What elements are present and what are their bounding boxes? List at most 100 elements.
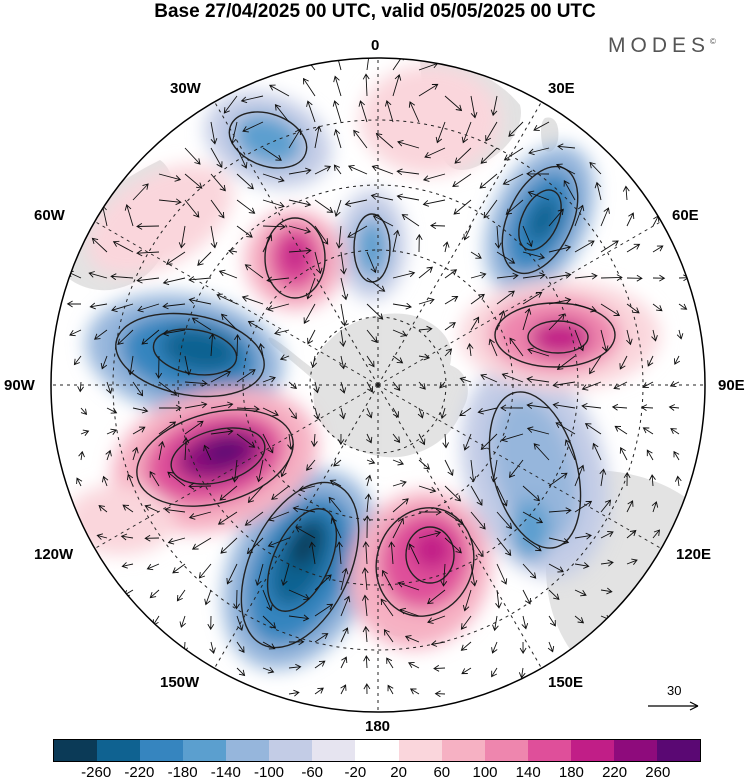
wind-vector-arrow <box>117 329 134 346</box>
wind-vector-arrow <box>459 407 472 417</box>
wind-vector-arrow <box>73 355 82 366</box>
wind-vector-arrow <box>339 381 347 394</box>
wind-vector-arrow <box>519 641 527 654</box>
wind-vector-arrow <box>556 355 576 370</box>
wind-vector-arrow <box>619 447 628 461</box>
wind-vector-arrow <box>548 537 570 545</box>
wind-vector-arrow <box>314 251 323 275</box>
pacific-high <box>65 485 175 555</box>
wind-vector-arrow <box>557 143 576 151</box>
wind-vector-arrow <box>470 563 478 587</box>
wind-vector-arrow <box>496 537 512 556</box>
wind-vector-arrow <box>122 504 134 513</box>
wind-vector-arrow <box>267 511 290 522</box>
meridian-line <box>212 384 379 672</box>
wind-vector-arrow <box>496 251 516 264</box>
wind-vector-arrow <box>444 459 454 476</box>
colorbar-swatch <box>312 740 356 761</box>
wind-vector-arrow <box>358 100 368 123</box>
colorbar-swatch <box>484 740 528 761</box>
wind-vector-arrow <box>470 537 484 558</box>
wind-vector-arrow <box>274 104 290 123</box>
wind-vector-arrow <box>184 420 204 435</box>
wind-vector-arrow <box>184 355 192 376</box>
wind-vector-arrow <box>490 459 498 483</box>
wind-vector-arrow <box>314 574 332 591</box>
wind-vector-arrow <box>626 274 643 282</box>
wind-vector-arrow <box>408 543 420 565</box>
colorbar-tick-label: 220 <box>602 764 628 781</box>
wind-vector-arrow <box>642 427 654 435</box>
wind-vector-arrow <box>444 295 459 305</box>
wind-vector-arrow <box>330 517 342 539</box>
wind-vector-arrow <box>361 594 369 617</box>
wind-vector-arrow <box>210 401 234 409</box>
wind-vector-arrow <box>288 167 312 175</box>
wind-vector-arrow <box>347 225 368 238</box>
wind-vector-arrow <box>149 589 160 599</box>
wind-vector-arrow <box>307 329 316 345</box>
wind-vector-arrow <box>470 251 482 259</box>
wind-vector-arrow <box>77 381 84 393</box>
wind-vector-arrow <box>422 173 446 182</box>
wind-vector-arrow <box>600 240 619 253</box>
wind-vector-arrow <box>574 532 592 540</box>
wind-vector-arrow <box>332 100 342 123</box>
wind-vector-arrow <box>262 641 276 650</box>
wind-vector-arrow <box>287 433 294 451</box>
wind-vector-arrow <box>262 375 276 383</box>
wind-vector-arrow <box>366 381 374 393</box>
wind-vector-arrow <box>522 563 537 579</box>
wind-vector-arrow <box>266 303 290 312</box>
wind-vector-arrow <box>340 277 349 301</box>
wind-vector-arrow <box>136 223 160 230</box>
modes-logo: MODES© <box>608 34 716 58</box>
wind-vector-arrow <box>266 276 290 284</box>
wind-vector-arrow <box>100 355 108 370</box>
map-disk <box>51 58 705 712</box>
wind-vector-arrow <box>469 459 477 483</box>
wind-vector-arrow <box>548 271 572 279</box>
wind-vector-arrow <box>288 663 302 671</box>
wind-vector-arrow <box>526 376 550 383</box>
wind-vector-arrow <box>363 655 370 669</box>
wind-vector-arrow <box>370 193 394 201</box>
africa-high <box>360 65 500 175</box>
colorbar-swatch <box>183 740 227 761</box>
wind-vector-arrow <box>592 442 602 461</box>
wind-vector-arrow <box>255 563 264 587</box>
wind-vector-arrow <box>80 429 90 436</box>
colorbar-swatch <box>97 740 141 761</box>
wind-vector-arrow <box>236 667 246 677</box>
lon-label-90w: 90W <box>4 377 35 394</box>
wind-vector-arrow <box>172 563 186 574</box>
wind-vector-arrow <box>288 128 301 149</box>
wind-vector-arrow <box>381 569 394 591</box>
wind-vector-arrow <box>247 485 264 504</box>
wind-vector-arrow <box>347 164 368 175</box>
wind-vector-arrow <box>485 121 498 142</box>
wind-vector-arrow <box>308 541 316 565</box>
wind-vector-arrow <box>247 320 264 331</box>
wind-vector-arrow <box>219 485 238 501</box>
wind-vector-arrow <box>626 243 641 253</box>
wind-vector-arrow <box>288 407 297 420</box>
wind-vector-arrow <box>262 433 274 454</box>
wind-vector-arrow <box>236 369 256 383</box>
wind-vector-arrow <box>494 225 502 249</box>
wind-vector-arrow <box>344 199 368 207</box>
wind-vector-arrow <box>461 121 472 144</box>
colorbar-ticks: -260 -220 -180 -140 -100 -60 -20 20 60 100 140 180 2… <box>0 764 750 782</box>
wind-vector-arrow <box>555 422 576 435</box>
wind-vector-arrow <box>547 641 555 653</box>
antarctica <box>313 313 468 458</box>
wind-vector-arrow <box>229 121 238 145</box>
wind-vector-arrow <box>241 295 264 305</box>
wind-vector-arrow <box>495 589 502 609</box>
wind-vector-arrow <box>460 615 472 630</box>
wind-vector-arrow <box>552 401 576 409</box>
wind-vector-arrow <box>522 308 532 331</box>
wind-vector-arrow <box>522 251 546 260</box>
wind-vector-arrow <box>106 428 118 435</box>
wind-vector-arrow <box>262 407 279 417</box>
